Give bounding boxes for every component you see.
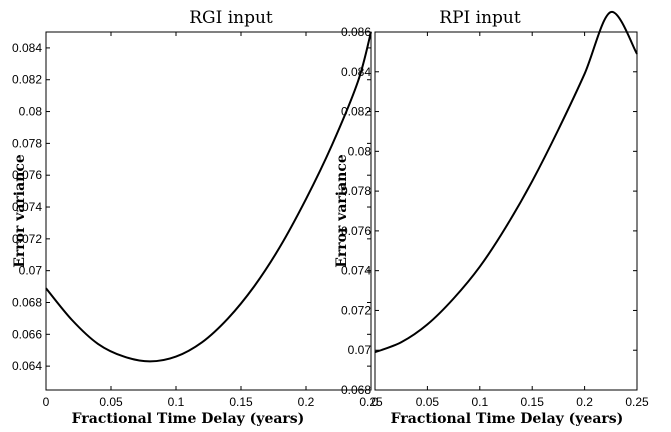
y-tick-label: 0.082 [12,73,42,87]
y-tick-label: 0.076 [341,224,371,238]
x-tick-label: 0.05 [99,395,123,409]
x-tick-label: 0.2 [298,395,315,409]
chart-title: RPI input [439,8,521,28]
chart-rpi: RPI input 0.0680.070.0720.0740.0760.0780… [334,8,649,427]
y-tick-label: 0.082 [341,105,371,119]
x-tick-label: 0.25 [359,395,383,409]
y-tick-label: 0.074 [341,264,371,278]
y-tick-label: 0.078 [341,184,371,198]
y-tick-label: 0.07 [348,343,372,357]
y-tick-label: 0.084 [12,41,42,55]
y-tick-label: 0.066 [12,327,42,341]
y-tick-label: 0.072 [341,303,371,317]
x-tick-label: 0.05 [416,395,440,409]
x-tick-label: 0 [43,395,50,409]
y-tick-label: 0.078 [12,136,42,150]
y-tick-label: 0.072 [12,232,42,246]
plot-area-frame [374,31,638,391]
error-variance-line [45,31,372,363]
chart-title: RGI input [189,8,273,28]
y-tick-label: 0.08 [348,144,372,158]
x-tick-label: 0 [372,395,379,409]
y-axis: 0.064 0.066 0.068 0.07 0.072 0.074 0.076 0.078 0… [12,41,371,373]
plot-area-frame [45,31,372,391]
x-axis: 0 0.05 0.1 0.15 0.2 0.25 [372,32,649,409]
y-tick-label: 0.08 [19,105,43,119]
x-tick-label: 0.25 [625,395,649,409]
x-axis-label: Fractional Time Delay (years) [72,411,305,427]
x-tick-label: 0.1 [471,395,488,409]
y-tick-label: 0.068 [12,295,42,309]
x-axis: 0 0.05 0.1 0.15 0.2 0.25 [43,32,383,409]
x-tick-label: 0.1 [168,395,185,409]
y-tick-label: 0.068 [341,383,371,397]
error-variance-line [374,11,638,354]
y-tick-label: 0.064 [12,359,42,373]
x-tick-label: 0.2 [576,395,593,409]
y-tick-label: 0.084 [341,65,371,79]
y-axis: 0.068 0.07 0.072 0.074 0.076 0.078 0.08 0.082 0.… [341,25,637,397]
chart-rgi: RGI input 0.0640.0660.0680.070.0720.0740… [12,8,383,427]
y-axis-label: Error variance [12,154,28,268]
x-tick-label: 0.15 [521,395,545,409]
y-tick-label: 0.076 [12,168,42,182]
y-axis-label: Error variance [334,154,350,268]
y-tick-label: 0.074 [12,200,42,214]
y-tick-label: 0.086 [341,25,371,39]
y-tick-label: 0.07 [19,264,43,278]
x-tick-label: 0.15 [229,395,253,409]
x-axis-label: Fractional Time Delay (years) [391,411,624,427]
